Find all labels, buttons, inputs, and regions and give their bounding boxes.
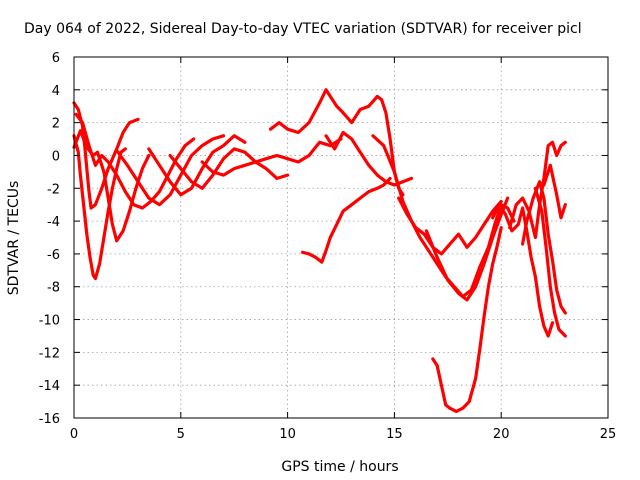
y-tick-label: 6 bbox=[52, 51, 60, 66]
y-tick-label: -12 bbox=[39, 346, 60, 361]
data-series-trace bbox=[424, 196, 510, 302]
y-tick-label: 4 bbox=[52, 84, 60, 99]
data-series-trace bbox=[431, 226, 503, 413]
y-tick-label: -16 bbox=[39, 412, 60, 427]
y-tick-label: -10 bbox=[39, 314, 60, 329]
data-series-trace bbox=[491, 203, 555, 338]
x-tick-label: 10 bbox=[279, 427, 296, 442]
data-series-trace bbox=[542, 163, 567, 220]
y-tick-label: 0 bbox=[52, 149, 60, 164]
x-axis-title: GPS time / hours bbox=[281, 459, 398, 475]
data-series-trace bbox=[147, 134, 247, 197]
y-tick-label: -14 bbox=[39, 379, 60, 394]
plot-frame bbox=[73, 56, 609, 419]
x-tick-label: 5 bbox=[177, 427, 185, 442]
data-series-trace bbox=[200, 137, 343, 177]
data-series-trace bbox=[324, 130, 414, 187]
x-tick-label: 0 bbox=[70, 427, 78, 442]
y-tick-label: -8 bbox=[47, 281, 60, 296]
data-series-trace bbox=[74, 112, 196, 210]
x-tick-label: 25 bbox=[600, 427, 617, 442]
data-series-trace bbox=[397, 196, 503, 256]
axis-ticks bbox=[73, 56, 609, 419]
data-series-trace bbox=[115, 134, 226, 207]
y-tick-label: 2 bbox=[52, 117, 60, 132]
y-tick-label: -2 bbox=[47, 182, 60, 197]
x-tick-label: 20 bbox=[493, 427, 510, 442]
y-axis-title: SDTVAR / TECUs bbox=[6, 181, 22, 296]
data-series-trace bbox=[168, 147, 290, 190]
y-tick-label: -6 bbox=[47, 248, 60, 263]
data-series-trace bbox=[301, 176, 392, 264]
data-series-trace bbox=[533, 186, 567, 338]
data-series bbox=[72, 88, 567, 413]
y-tick-label: -4 bbox=[47, 215, 60, 230]
data-series-trace bbox=[72, 129, 151, 243]
data-series-trace bbox=[268, 88, 405, 197]
chart-title: Day 064 of 2022, Sidereal Day-to-day VTE… bbox=[24, 21, 582, 37]
x-tick-label: 15 bbox=[386, 427, 403, 442]
data-series-trace bbox=[520, 180, 567, 315]
